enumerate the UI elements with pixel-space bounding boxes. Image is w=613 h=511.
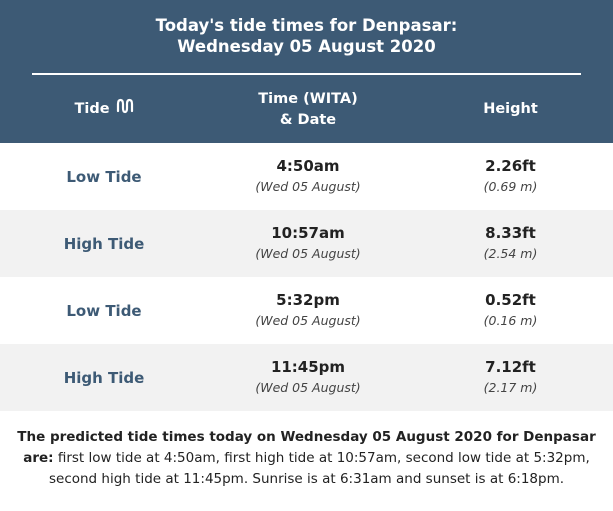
column-header-height-label: Height — [483, 101, 538, 117]
tide-date: (Wed 05 August) — [255, 246, 361, 261]
tide-summary: The predicted tide times today on Wednes… — [0, 411, 613, 490]
tide-height-ft: 8.33ft — [485, 224, 536, 242]
tide-height-m: (0.16 m) — [483, 313, 538, 328]
tide-type: High Tide — [63, 368, 145, 387]
tide-table-header: Today's tide times for Denpasar: Wednesd… — [0, 0, 613, 143]
tide-table-body: Low Tide 4:50am (Wed 05 August) 2.26ft (… — [0, 143, 613, 411]
tide-date: (Wed 05 August) — [255, 179, 361, 194]
header-divider — [32, 73, 581, 75]
tide-date: (Wed 05 August) — [255, 313, 361, 328]
tide-height-ft: 0.52ft — [485, 291, 536, 309]
title-location: Today's tide times for Denpasar: — [155, 16, 458, 35]
wave-icon — [116, 98, 134, 121]
tide-height-m: (2.17 m) — [483, 380, 538, 395]
column-header-tide-label: Tide — [74, 101, 110, 117]
table-row: Low Tide 4:50am (Wed 05 August) 2.26ft (… — [0, 143, 613, 210]
tide-height-m: (0.69 m) — [483, 179, 538, 194]
tide-height-m: (2.54 m) — [483, 246, 538, 261]
summary-body: first low tide at 4:50am, first high tid… — [48, 450, 590, 487]
table-row: High Tide 11:45pm (Wed 05 August) 7.12ft… — [0, 344, 613, 411]
tide-date: (Wed 05 August) — [255, 380, 361, 395]
page-title: Today's tide times for Denpasar: Wednesd… — [0, 15, 613, 57]
column-header-date-label: & Date — [279, 111, 337, 128]
summary-lead: The predicted tide times today on Wednes… — [17, 429, 596, 466]
tide-time: 5:32pm — [276, 291, 340, 309]
tide-height-ft: 2.26ft — [485, 157, 536, 175]
tide-type: Low Tide — [66, 167, 142, 186]
title-date: Wednesday 05 August 2020 — [177, 37, 436, 56]
tide-time: 10:57am — [271, 224, 345, 242]
column-header-height: Height — [408, 76, 613, 143]
table-row: Low Tide 5:32pm (Wed 05 August) 0.52ft (… — [0, 277, 613, 344]
tide-time: 11:45pm — [270, 358, 346, 376]
column-headers: Tide Time (WITA) & Date Height — [0, 76, 613, 143]
tide-widget: Today's tide times for Denpasar: Wednesd… — [0, 0, 613, 490]
column-header-time-label: Time (WITA) — [258, 90, 358, 107]
tide-type: High Tide — [63, 234, 145, 253]
table-row: High Tide 10:57am (Wed 05 August) 8.33ft… — [0, 210, 613, 277]
tide-height-ft: 7.12ft — [485, 358, 536, 376]
tide-type: Low Tide — [66, 301, 142, 320]
column-header-tide: Tide — [0, 76, 208, 143]
column-header-time: Time (WITA) & Date — [208, 76, 408, 143]
tide-time: 4:50am — [276, 157, 340, 175]
